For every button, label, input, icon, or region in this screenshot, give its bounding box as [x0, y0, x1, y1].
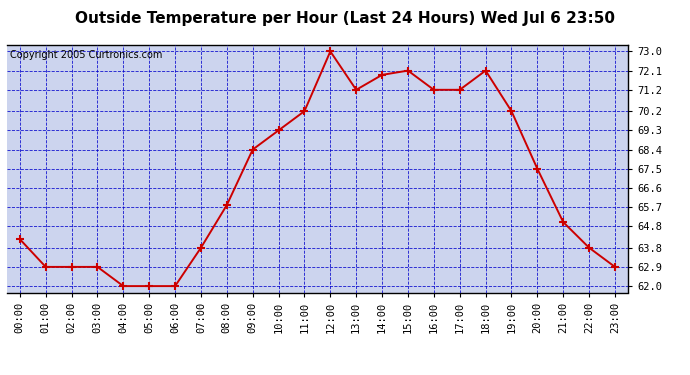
- Text: Outside Temperature per Hour (Last 24 Hours) Wed Jul 6 23:50: Outside Temperature per Hour (Last 24 Ho…: [75, 11, 615, 26]
- Text: Copyright 2005 Curtronics.com: Copyright 2005 Curtronics.com: [10, 50, 162, 60]
